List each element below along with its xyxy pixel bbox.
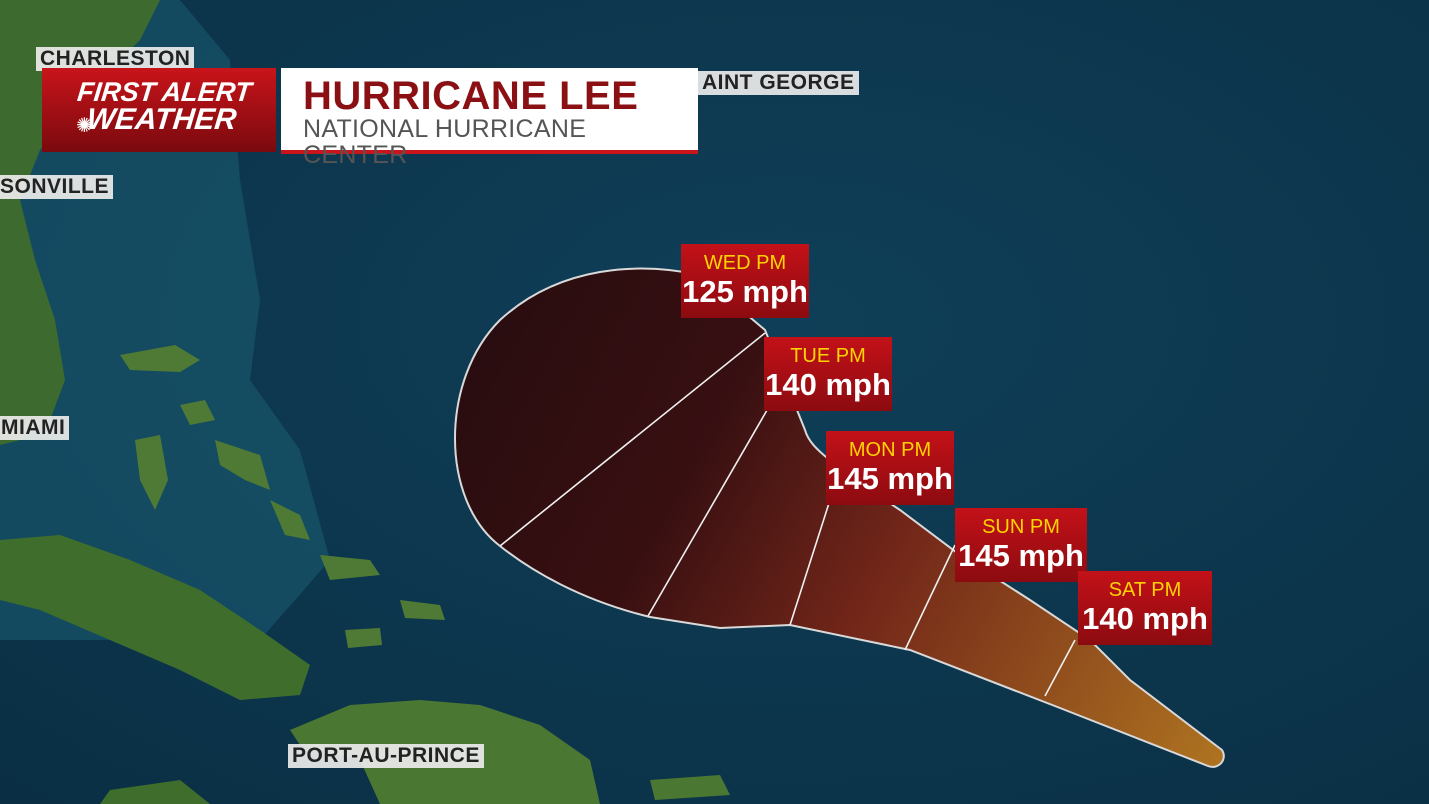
city-label-saint-george: AINT GEORGE: [698, 71, 859, 95]
city-label-charleston: CHARLESTON: [36, 47, 195, 71]
page-title: HURRICANE LEE: [303, 74, 639, 118]
forecast-cone: [454, 267, 1225, 768]
florida-land: [0, 0, 160, 445]
forecast-wind: 145 mph: [958, 538, 1084, 573]
forecast-label-sun: SUN PM 145 mph: [955, 508, 1087, 582]
forecast-label-sat: SAT PM 140 mph: [1078, 571, 1212, 645]
forecast-wind: 125 mph: [682, 274, 808, 309]
forecast-wind: 140 mph: [765, 367, 891, 402]
forecast-day: SAT PM: [1108, 579, 1182, 601]
bahamas-islands: [120, 345, 445, 648]
peacock-icon: ✺: [76, 115, 93, 137]
city-label-miami: MIAMI: [0, 416, 70, 440]
first-alert-logo: [42, 68, 276, 152]
puerto-rico-land: [650, 775, 730, 800]
city-label-port-au-prince: PORT-AU-PRINCE: [288, 744, 484, 768]
city-label-jacksonville: SONVILLE: [0, 175, 114, 199]
forecast-day-dividers: [499, 332, 1076, 697]
forecast-label-wed: WED PM 125 mph: [681, 244, 809, 318]
title-panel: HURRICANE LEE NATIONAL HURRICANE CENTER: [281, 68, 698, 168]
forecast-label-tue: TUE PM 140 mph: [764, 337, 892, 411]
cuba-land: [0, 535, 310, 700]
forecast-day: MON PM: [848, 439, 932, 461]
forecast-wind: 140 mph: [1082, 601, 1208, 636]
forecast-day: SUN PM: [982, 516, 1060, 538]
jamaica-land: [100, 780, 210, 804]
forecast-wind: 145 mph: [827, 461, 953, 496]
forecast-day: WED PM: [703, 252, 787, 274]
forecast-day: TUE PM: [790, 345, 866, 367]
forecast-label-mon: MON PM 145 mph: [826, 431, 954, 505]
page-subtitle: NATIONAL HURRICANE CENTER: [303, 115, 587, 169]
